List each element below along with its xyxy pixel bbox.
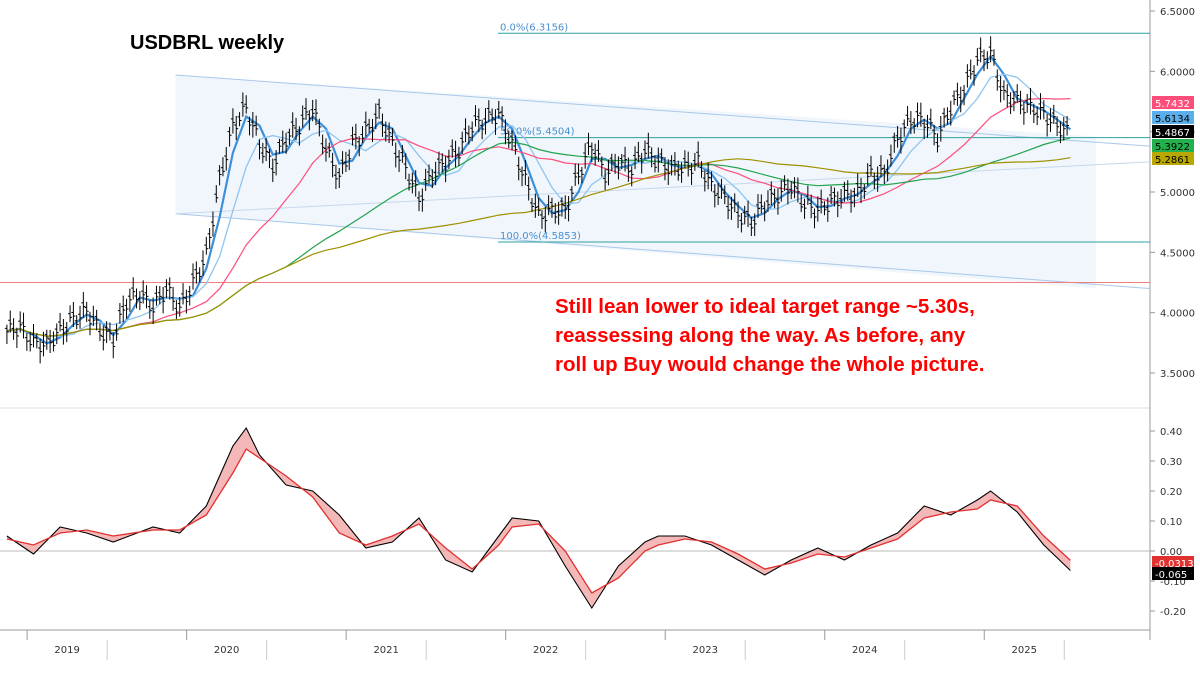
x-tick-label: 2022 — [533, 645, 558, 656]
osc-value-tag-label: -0.065 — [1155, 570, 1187, 581]
y-tick-label: 6.5000 — [1160, 7, 1195, 18]
value-tag — [1152, 111, 1194, 124]
value-tag-label: 5.3922 — [1155, 142, 1190, 153]
osc-y-tick-label: 0.30 — [1160, 457, 1182, 468]
fib-level-label: 50.0%(5.4504) — [500, 127, 575, 138]
oscillator-fill — [6, 428, 1071, 608]
oscillator-signal-line — [6, 448, 1071, 594]
osc-y-tick-label: 0.20 — [1160, 487, 1182, 498]
annotation-text: Still lean lower to ideal target range ~… — [555, 292, 1115, 379]
mid-trendline — [175, 161, 1151, 215]
osc-value-tag — [1152, 556, 1194, 569]
osc-y-tick-label: 0.10 — [1160, 517, 1182, 528]
annotation-line: reassessing along the way. As before, an… — [555, 324, 966, 347]
y-tick-label: 4.5000 — [1160, 248, 1195, 259]
osc-y-tick-label: -0.20 — [1160, 607, 1186, 618]
fib-level-label: 0.0%(6.3156) — [500, 22, 568, 33]
value-tag-label: 5.4867 — [1155, 128, 1190, 139]
x-tick-label: 2021 — [373, 645, 398, 656]
osc-value-tag — [1152, 567, 1194, 580]
ma-slow-line — [6, 97, 1071, 337]
value-tag — [1152, 139, 1194, 152]
y-tick-label: 3.5000 — [1160, 369, 1195, 380]
osc-value-tag-label: -0.0313 — [1155, 559, 1194, 570]
osc-y-tick-label: 0.00 — [1160, 547, 1182, 558]
value-tag — [1152, 96, 1194, 109]
value-tag-label: 5.6134 — [1155, 114, 1190, 125]
x-tick-label: 2025 — [1012, 645, 1037, 656]
chart-title: USDBRL weekly — [130, 32, 285, 54]
value-tag-label: 5.2861 — [1155, 155, 1190, 166]
annotation-line: roll up Buy would change the whole pictu… — [555, 353, 985, 376]
x-tick-label: 2024 — [852, 645, 877, 656]
upper-trendline — [175, 74, 1151, 147]
lower-trendline — [175, 213, 1151, 290]
value-tag-label: 5.7432 — [1155, 99, 1190, 110]
x-tick-label: 2023 — [692, 645, 717, 656]
value-tag — [1152, 125, 1194, 138]
y-tick-label: 5.0000 — [1160, 188, 1195, 199]
annotation-line: Still lean lower to ideal target range ~… — [555, 295, 975, 318]
oscillator-main-line — [6, 426, 1071, 610]
ma-medium-line — [6, 73, 1071, 337]
value-tag — [1152, 152, 1194, 165]
osc-y-tick-label: -0.10 — [1160, 577, 1186, 588]
fib-level-label: 100.0%(4.5853) — [500, 231, 581, 242]
y-tick-label: 4.0000 — [1160, 309, 1195, 320]
osc-y-tick-label: 0.40 — [1160, 427, 1182, 438]
y-tick-label: 6.0000 — [1160, 67, 1195, 78]
x-tick-label: 2020 — [214, 645, 239, 656]
x-tick-label: 2019 — [54, 645, 79, 656]
